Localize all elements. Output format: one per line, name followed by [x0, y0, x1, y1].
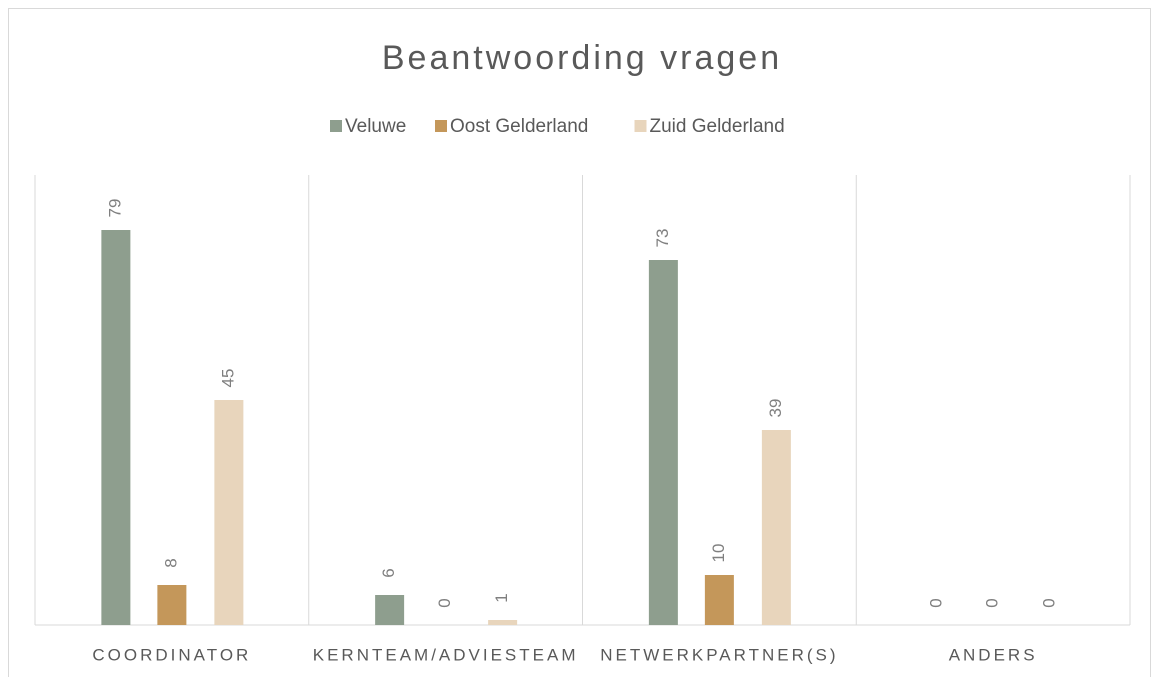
legend: Veluwe Oost Gelderland Zuid Gelderland [330, 116, 785, 137]
legend-swatch [634, 120, 647, 132]
bar [761, 430, 791, 625]
bar [488, 620, 518, 625]
data-label: 0 [927, 598, 946, 607]
data-label: 45 [218, 369, 237, 388]
x-tick-label: COORDINATOR [92, 645, 251, 664]
legend-label: Veluwe [345, 116, 406, 137]
data-label: 1 [492, 593, 511, 602]
x-tick-label: NETWERKPARTNER(S) [600, 645, 838, 664]
data-label: 10 [709, 544, 728, 563]
legend-swatch [330, 120, 342, 132]
data-label: 6 [379, 568, 398, 577]
bar [375, 595, 405, 625]
legend-swatch [435, 120, 447, 132]
data-label: 8 [161, 558, 180, 567]
x-tick-label: KERNTEAM/ADVIESTEAM [313, 645, 579, 664]
data-label: 79 [105, 199, 124, 218]
x-tick-label: ANDERS [949, 645, 1038, 664]
bar [214, 400, 244, 625]
bar [704, 575, 734, 625]
data-label: 73 [653, 229, 672, 248]
chart-border [8, 8, 1151, 677]
data-label: 39 [766, 399, 785, 418]
data-label: 0 [1040, 598, 1059, 607]
bar [157, 585, 187, 625]
legend-label: Zuid Gelderland [650, 116, 785, 137]
data-label: 0 [983, 598, 1002, 607]
bar [101, 230, 131, 625]
data-label: 0 [435, 598, 454, 607]
bar [648, 260, 678, 625]
chart-title: Beantwoording vragen [382, 39, 782, 77]
legend-label: Oost Gelderland [450, 116, 588, 137]
